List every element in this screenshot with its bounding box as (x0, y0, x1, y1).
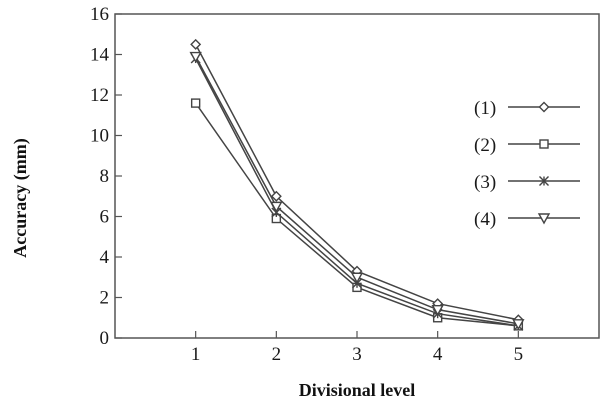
y-axis-title: Accuracy (mm) (10, 138, 31, 257)
x-tick-label: 3 (352, 344, 362, 365)
y-tick-label: 0 (100, 328, 110, 349)
legend-item: (1) (474, 98, 580, 119)
legend-item: (3) (474, 172, 580, 193)
series-2 (190, 98, 524, 331)
x-tick-label: 2 (272, 344, 282, 365)
legend-label: (3) (474, 172, 496, 193)
data-point (190, 98, 201, 108)
legend-label: (1) (474, 98, 496, 119)
data-point (538, 101, 550, 113)
data-point (190, 38, 202, 50)
y-tick-label: 4 (100, 247, 110, 268)
y-tick-label: 8 (100, 166, 110, 187)
data-point (189, 51, 202, 63)
data-point (537, 213, 551, 225)
data-point (431, 304, 444, 317)
legend-label: (2) (474, 135, 496, 156)
data-point (350, 272, 364, 284)
legend-label: (4) (474, 209, 496, 230)
y-tick-label: 10 (90, 126, 109, 147)
y-tick-label: 6 (100, 207, 110, 228)
series-layer (189, 38, 525, 331)
data-point (270, 190, 282, 202)
y-tick-label: 12 (90, 85, 109, 106)
legend: (1) (2) (3) (4) (474, 98, 580, 230)
data-point (270, 201, 283, 213)
x-axis: 1 2 3 4 5 (191, 331, 523, 365)
legend-item: (2) (474, 135, 580, 156)
x-axis-title: Divisional level (299, 380, 416, 400)
data-point (512, 319, 525, 331)
y-tick-label: 16 (90, 4, 109, 25)
x-tick-label: 5 (514, 344, 524, 365)
y-tick-label: 14 (90, 45, 110, 66)
x-tick-label: 4 (433, 344, 443, 365)
y-axis: 0 2 4 6 8 10 12 14 16 (90, 4, 122, 349)
data-point (539, 176, 549, 186)
x-tick-label: 1 (191, 344, 201, 365)
y-tick-label: 2 (100, 288, 110, 309)
legend-item: (4) (474, 209, 580, 230)
series-4 (189, 51, 525, 331)
data-point (539, 139, 549, 149)
